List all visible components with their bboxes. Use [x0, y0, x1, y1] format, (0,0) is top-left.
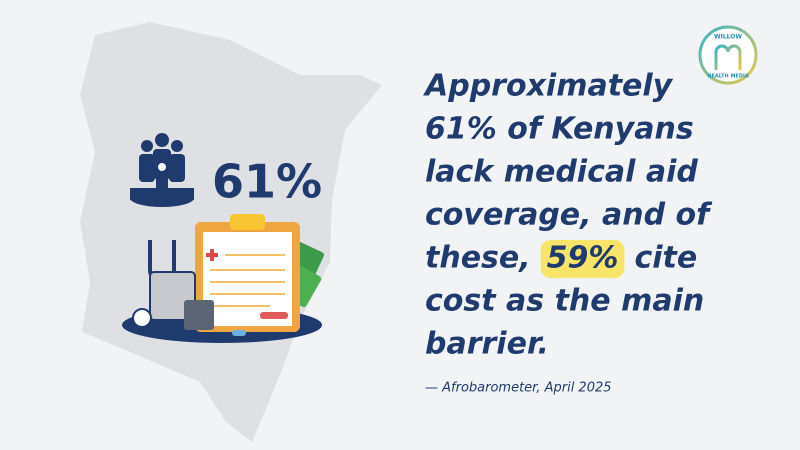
headline-highlight: 59%: [547, 241, 619, 276]
people-icon: [130, 133, 194, 207]
logo-ring: [698, 25, 758, 85]
pill-jar: [184, 300, 214, 330]
medical-illustration: [122, 214, 324, 343]
icon-base: [130, 188, 194, 200]
stat-value: 61%: [212, 155, 322, 209]
headline-line: these,: [425, 241, 531, 276]
headline-line: lack medical aid: [425, 155, 698, 190]
highlight-box: [540, 240, 625, 278]
person: [155, 133, 169, 147]
syringe: [260, 312, 288, 319]
clipboard-clip: [230, 214, 265, 230]
calculator: [149, 271, 196, 321]
headline: Approximately 61% of Kenyans lack medical …: [423, 69, 713, 362]
headline-line: barrier.: [425, 327, 549, 362]
logo-bottom: HEALTH MEDIA: [707, 74, 749, 80]
person: [156, 161, 168, 173]
tape: [132, 308, 152, 328]
person: [171, 140, 183, 152]
headline-line: 61% of Kenyans: [425, 112, 694, 147]
person: [156, 173, 168, 193]
logo-mark: [714, 44, 742, 70]
paper-lines: [210, 254, 285, 307]
person: [169, 154, 185, 182]
logo: WILLOW HEALTH MEDIA: [698, 25, 758, 85]
logo-top: WILLOW: [714, 34, 742, 41]
headline-line: cost as the main: [425, 284, 704, 319]
clipboard-paper: [203, 232, 292, 326]
source: — Afrobarometer, April 2025: [425, 381, 612, 396]
headline-line: coverage, and of: [425, 198, 713, 233]
person: [141, 140, 153, 152]
cross: [206, 249, 218, 261]
headline-line: Approximately: [423, 69, 674, 104]
pill: [232, 330, 246, 336]
person: [139, 154, 155, 182]
headline-line: cite: [634, 241, 697, 276]
